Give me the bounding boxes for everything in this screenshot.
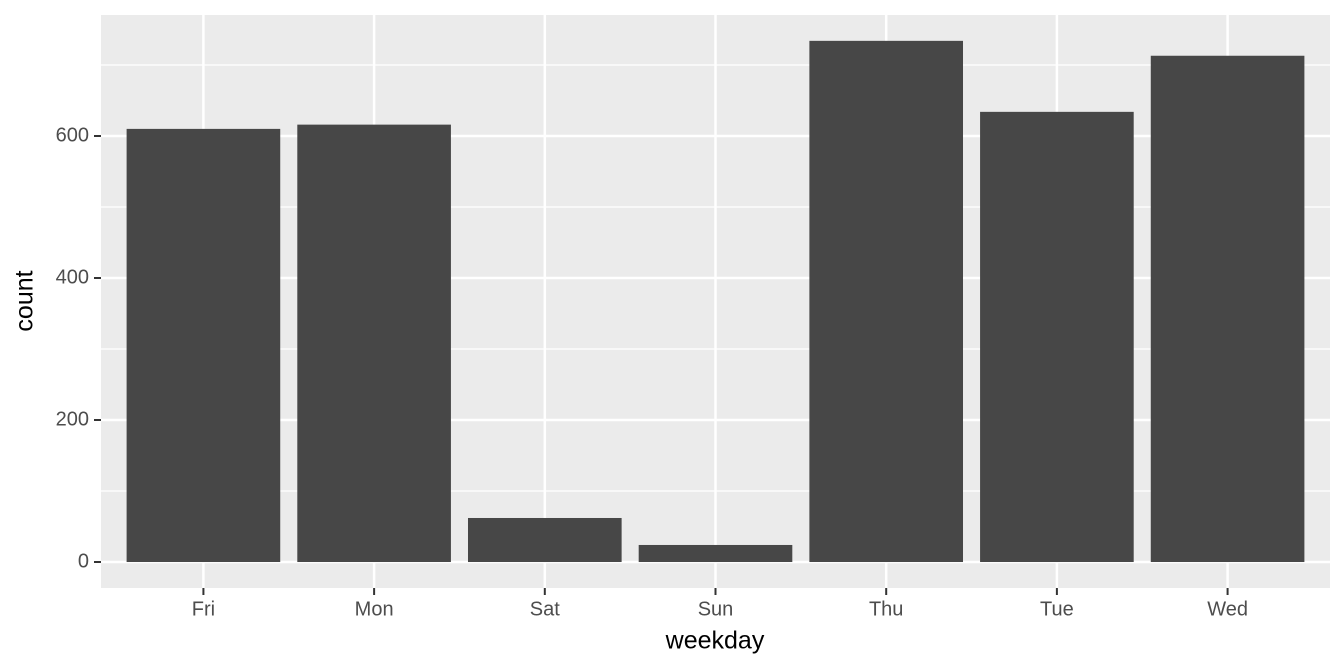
- y-tick-label: 200: [56, 408, 89, 430]
- bar: [980, 111, 1134, 563]
- bar: [126, 128, 281, 563]
- x-tick-label: Mon: [355, 598, 394, 620]
- bar: [1150, 55, 1305, 563]
- y-axis-title: count: [11, 270, 39, 331]
- bar: [809, 40, 964, 563]
- bar: [297, 124, 451, 563]
- bar: [638, 544, 793, 563]
- x-tick-label: Thu: [869, 598, 903, 620]
- x-tick-label: Tue: [1040, 598, 1074, 620]
- x-tick-label: Sat: [530, 598, 560, 620]
- bar: [467, 517, 622, 563]
- x-axis-title: weekday: [665, 627, 765, 655]
- x-tick-label: Wed: [1207, 598, 1248, 620]
- y-tick-label: 0: [78, 550, 89, 572]
- x-tick-label: Fri: [192, 598, 215, 620]
- y-tick-label: 400: [56, 266, 89, 288]
- y-tick-label: 600: [56, 124, 89, 146]
- x-tick-label: Sun: [698, 598, 734, 620]
